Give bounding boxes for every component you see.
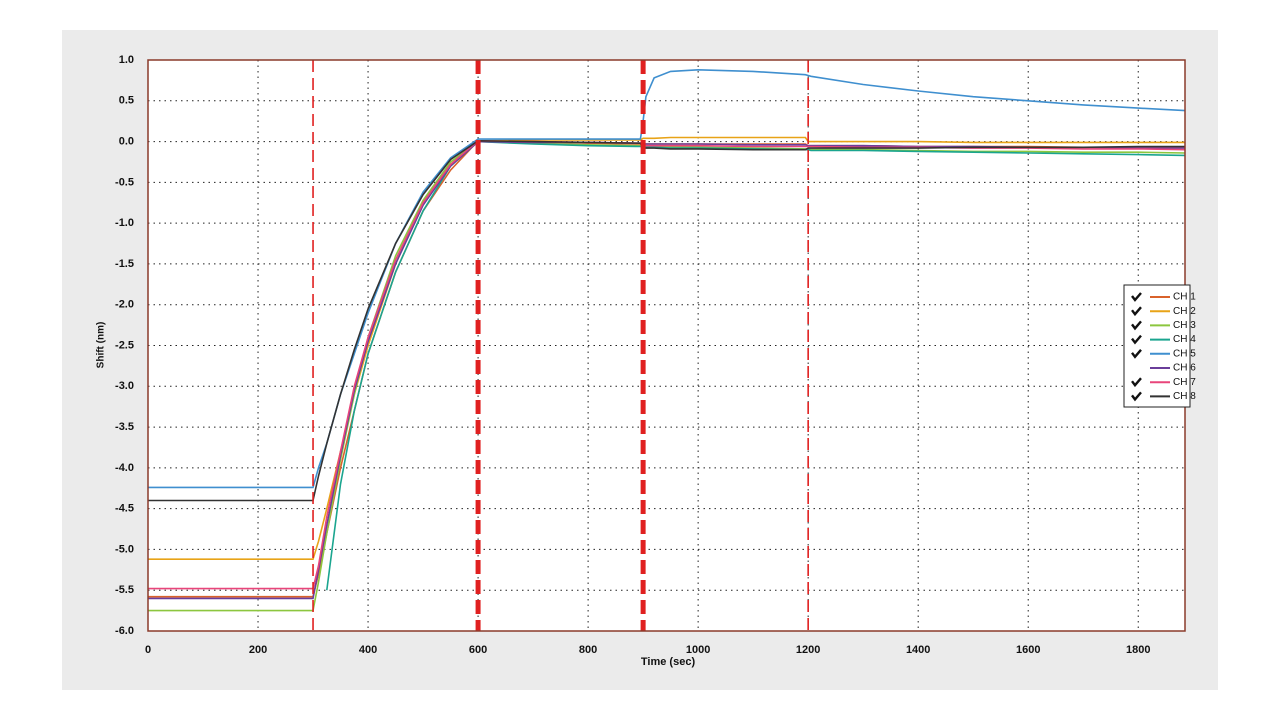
y-tick-label: 1.0 bbox=[119, 54, 134, 66]
x-tick-label: 0 bbox=[145, 644, 151, 656]
legend-label: CH 5 bbox=[1173, 348, 1196, 359]
y-tick-label: -0.5 bbox=[115, 176, 134, 188]
x-tick-label: 1600 bbox=[1016, 644, 1040, 656]
y-tick-label: -4.5 bbox=[115, 503, 134, 515]
legend-box bbox=[1123, 284, 1191, 408]
x-tick-label: 1800 bbox=[1126, 644, 1150, 656]
x-tick-label: 1200 bbox=[796, 644, 820, 656]
legend-check bbox=[1131, 306, 1142, 317]
y-tick-label: -3.0 bbox=[115, 380, 134, 392]
x-axis-label: Time (sec) bbox=[641, 656, 696, 668]
x-tick-label: 400 bbox=[359, 644, 377, 656]
y-tick-label: -5.5 bbox=[115, 584, 134, 596]
legend-check bbox=[1131, 391, 1142, 402]
legend-label: CH 4 bbox=[1173, 334, 1196, 345]
legend-label: CH 8 bbox=[1173, 391, 1196, 402]
legend-label: CH 6 bbox=[1173, 363, 1196, 374]
legend-check bbox=[1131, 377, 1142, 388]
legend-check bbox=[1131, 349, 1142, 359]
y-tick-label: -2.0 bbox=[115, 299, 134, 311]
legend-label: CH 3 bbox=[1173, 320, 1196, 331]
y-tick-label: -1.0 bbox=[115, 217, 134, 229]
y-tick-label: -6.0 bbox=[115, 625, 134, 637]
legend-check bbox=[1131, 320, 1142, 331]
legend-label: CH 7 bbox=[1173, 377, 1196, 388]
y-tick-label: -4.0 bbox=[115, 462, 134, 474]
y-tick-label: -5.0 bbox=[115, 543, 134, 555]
x-tick-label: 800 bbox=[579, 644, 597, 656]
x-tick-label: 600 bbox=[469, 644, 487, 656]
x-tick-label: 1400 bbox=[906, 644, 930, 656]
y-tick-label: -2.5 bbox=[115, 339, 134, 351]
legend-check bbox=[1131, 292, 1142, 302]
legend-check bbox=[1131, 334, 1142, 345]
x-tick-label: 200 bbox=[249, 644, 267, 656]
legend-label: CH 1 bbox=[1173, 292, 1196, 303]
y-tick-label: 0.5 bbox=[119, 95, 134, 107]
y-tick-label: 0.0 bbox=[119, 135, 134, 147]
y-tick-label: -3.5 bbox=[115, 421, 134, 433]
legend-label: CH 2 bbox=[1173, 306, 1196, 317]
y-tick-label: -1.5 bbox=[115, 258, 134, 270]
y-axis-label: Shift (nm) bbox=[96, 322, 107, 369]
x-tick-label: 1000 bbox=[686, 644, 710, 656]
